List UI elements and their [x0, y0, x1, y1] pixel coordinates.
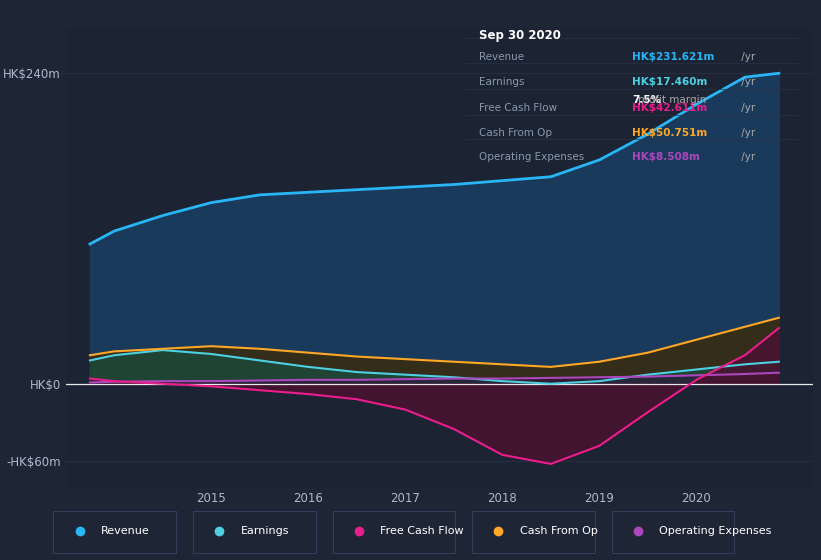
- Text: HK$8.508m: HK$8.508m: [632, 152, 699, 162]
- Text: Earnings: Earnings: [241, 526, 289, 536]
- Text: /yr: /yr: [738, 77, 755, 87]
- Text: /yr: /yr: [738, 152, 755, 162]
- Text: Free Cash Flow: Free Cash Flow: [380, 526, 464, 536]
- Text: Sep 30 2020: Sep 30 2020: [479, 29, 561, 42]
- Text: Operating Expenses: Operating Expenses: [479, 152, 584, 162]
- Text: HK$231.621m: HK$231.621m: [632, 52, 714, 62]
- Text: 7.5%: 7.5%: [632, 95, 661, 105]
- Text: HK$42.611m: HK$42.611m: [632, 102, 707, 113]
- Text: profit margin: profit margin: [639, 95, 707, 105]
- Text: HK$50.751m: HK$50.751m: [632, 128, 707, 138]
- Text: /yr: /yr: [738, 52, 755, 62]
- Text: Operating Expenses: Operating Expenses: [659, 526, 772, 536]
- Text: HK$17.460m: HK$17.460m: [632, 77, 707, 87]
- Text: Revenue: Revenue: [479, 52, 524, 62]
- Text: Earnings: Earnings: [479, 77, 525, 87]
- Text: Free Cash Flow: Free Cash Flow: [479, 102, 557, 113]
- Text: Cash From Op: Cash From Op: [479, 128, 552, 138]
- Text: /yr: /yr: [738, 102, 755, 113]
- Text: Cash From Op: Cash From Op: [520, 526, 598, 536]
- Text: /yr: /yr: [738, 128, 755, 138]
- Text: Revenue: Revenue: [101, 526, 149, 536]
